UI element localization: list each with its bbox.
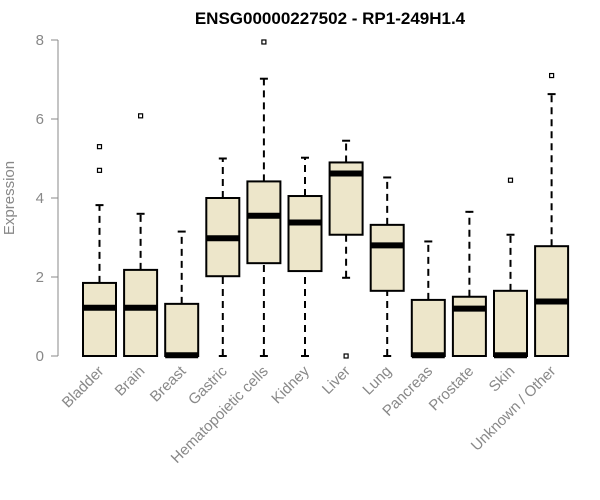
box-iqr	[287, 195, 323, 273]
box-gastric	[205, 157, 241, 357]
y-tick-label: 4	[36, 190, 44, 207]
box-prostate	[451, 210, 487, 357]
x-category-label: Lung	[359, 363, 395, 399]
box-brain	[123, 113, 159, 358]
box-breast	[164, 230, 200, 359]
y-tick-label: 6	[36, 111, 44, 128]
x-category-label: Brain	[112, 363, 149, 400]
boxes-group	[82, 39, 570, 359]
x-category-label: Breast	[147, 362, 190, 405]
x-category-label: Liver	[319, 363, 354, 398]
box-iqr	[123, 268, 159, 358]
x-category-label: Kidney	[268, 362, 313, 407]
box-skin	[493, 177, 528, 359]
outlier-point	[261, 39, 267, 45]
box-pancreas	[410, 240, 446, 359]
x-category-label: Prostate	[426, 363, 478, 415]
box-bladder	[82, 144, 117, 357]
y-tick-label: 8	[36, 32, 44, 49]
box-iqr	[82, 281, 117, 357]
outlier-point	[96, 144, 103, 150]
box-liver	[328, 139, 364, 359]
y-tick-label: 2	[36, 269, 44, 286]
box-iqr	[246, 180, 282, 265]
y-axis: 0 2 4 6 8	[36, 32, 59, 365]
box-iqr	[164, 302, 200, 357]
outlier-point	[96, 167, 103, 173]
box-unknown-other	[534, 72, 570, 357]
x-category-label: Bladder	[59, 363, 108, 412]
box-hematopoietic-cells	[246, 39, 282, 357]
box-iqr	[493, 289, 528, 358]
box-iqr	[410, 298, 446, 358]
chart-title: ENSG00000227502 - RP1-249H1.4	[195, 9, 466, 28]
outlier-point	[343, 353, 349, 359]
box-kidney	[287, 156, 323, 357]
box-iqr	[369, 223, 405, 292]
outlier-point	[507, 177, 514, 183]
box-lung	[369, 176, 405, 357]
outlier-point	[138, 113, 144, 119]
y-axis-label: Expression	[1, 161, 18, 235]
x-category-label: Skin	[486, 363, 519, 396]
y-tick-label: 0	[36, 348, 44, 365]
outlier-point	[548, 72, 555, 79]
